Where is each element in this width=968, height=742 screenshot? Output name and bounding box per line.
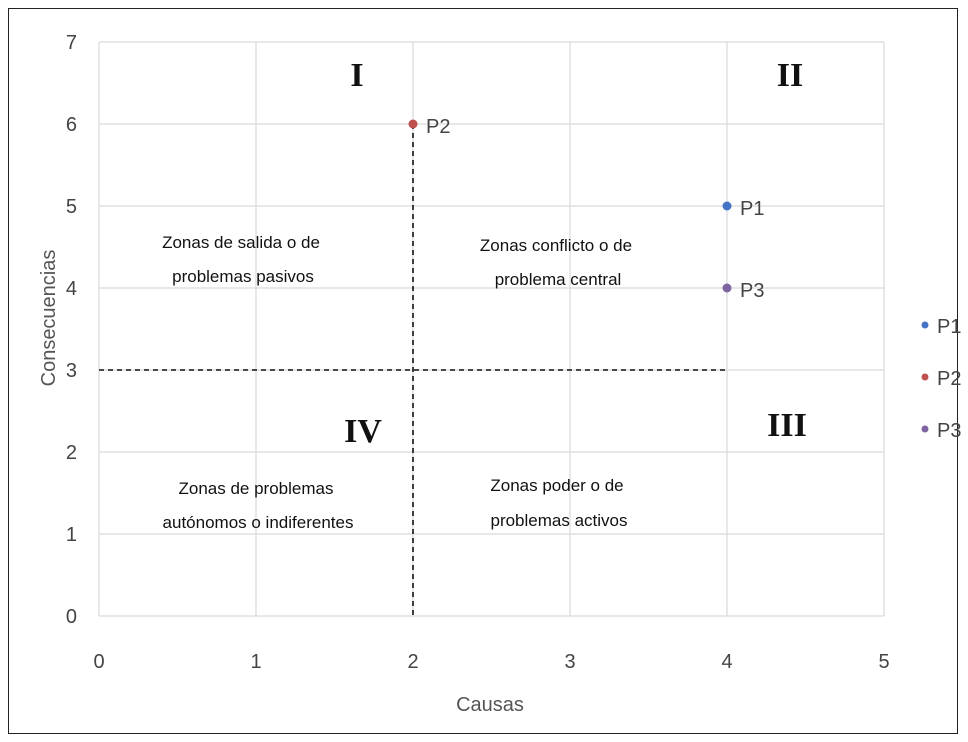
quadrant-iv-text-line1: Zonas de problemas [179,479,334,498]
legend: P1 P2 P3 [921,316,961,442]
y-tick-label-2: 2 [66,442,77,464]
quadrant-numeral-i: I [350,57,363,94]
legend-label-p1: P1 [937,316,961,338]
x-axis-title: Causas [456,694,524,716]
legend-label-p3: P3 [937,420,961,442]
quadrant-iv-text-line2: autónomos o indiferentes [163,513,354,532]
quadrant-iii-text-line2: problemas activos [490,511,627,530]
y-axis-title: Consecuencias [38,250,60,387]
x-tick-label-1: 1 [250,651,261,673]
quadrant-numeral-iv: IV [344,413,382,450]
x-tick-label-2: 2 [407,651,418,673]
x-tick-label-5: 5 [878,651,889,673]
quadrant-i-text-line1: Zonas de salida o de [162,233,320,252]
y-tick-label-4: 4 [66,278,77,300]
quadrant-i-text-line2: problemas pasivos [172,267,314,286]
data-point-p3 [722,283,732,293]
quadrant-ii-text-line2: problema central [495,270,622,289]
y-tick-label-7: 7 [66,32,77,54]
quadrant-ii-text-line1: Zonas conflicto o de [480,236,632,255]
quadrant-numeral-ii: II [777,57,803,94]
quadrant-dividers [99,124,727,616]
chart-frame [8,8,958,734]
x-tick-label-0: 0 [93,651,104,673]
data-label-p1: P1 [740,198,764,220]
legend-marker-p2 [921,373,929,381]
y-tick-label-3: 3 [66,360,77,382]
y-tick-labels: 0 1 2 3 4 5 6 7 [66,32,77,628]
legend-marker-p1 [921,321,929,329]
y-tick-label-6: 6 [66,114,77,136]
data-point-p2 [408,119,418,129]
y-tick-label-5: 5 [66,196,77,218]
x-tick-label-3: 3 [564,651,575,673]
y-tick-label-1: 1 [66,524,77,546]
legend-label-p2: P2 [937,368,961,390]
x-tick-label-4: 4 [721,651,732,673]
gridlines [98,41,885,617]
data-point-p1 [722,201,732,211]
quadrant-numeral-iii: III [767,407,807,444]
data-label-p3: P3 [740,280,764,302]
y-tick-label-0: 0 [66,606,77,628]
data-points: P1 P2 P3 [408,116,764,302]
quadrant-iii-text-line1: Zonas poder o de [490,476,623,495]
legend-marker-p3 [921,425,929,433]
x-tick-labels: 0 1 2 3 4 5 [93,651,889,673]
data-label-p2: P2 [426,116,450,138]
